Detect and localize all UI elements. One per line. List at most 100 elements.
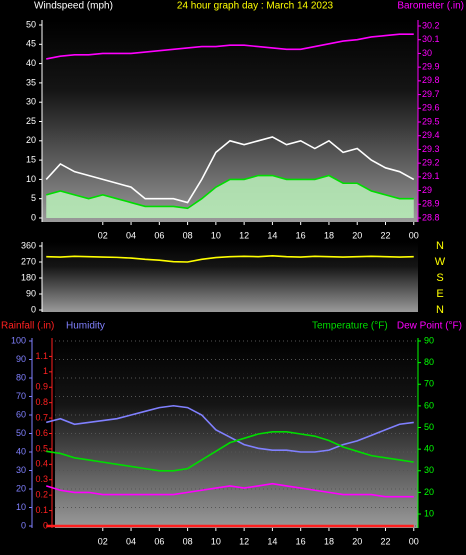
- y-tick-label: 180: [21, 272, 36, 282]
- x-tick-label: 04: [126, 536, 136, 546]
- x-tick-label: 10: [211, 536, 221, 546]
- y-tick-label: 80: [424, 357, 434, 367]
- y-tick-label: 10: [424, 508, 434, 518]
- x-tick-label: 02: [98, 230, 108, 240]
- legend-entry: Rainfall (.in): [1, 321, 54, 332]
- legend-entry: Dew Point (°F): [397, 321, 462, 332]
- y-tick-label: 60: [16, 409, 26, 419]
- y-tick-label: 29: [422, 185, 432, 195]
- y-tick-label: 0.6: [35, 428, 48, 438]
- y-tick-label: 0.7: [35, 412, 48, 422]
- y-tick-label: 0: [21, 520, 26, 530]
- y-tick-label: 90: [16, 354, 26, 364]
- y-tick-label: 0.1: [35, 505, 48, 515]
- x-tick-label: 14: [267, 536, 277, 546]
- x-tick-label: 16: [296, 536, 306, 546]
- y-tick-label: 29.5: [422, 116, 440, 126]
- y-tick-label: 5: [31, 193, 36, 203]
- compass-label: E: [436, 288, 443, 300]
- legend-entry: Temperature (°F): [312, 321, 388, 332]
- y-tick-label: 30: [424, 465, 434, 475]
- y-tick-label: 0.5: [35, 443, 48, 453]
- compass-label: N: [436, 240, 444, 252]
- y-tick-label: 15: [26, 154, 36, 164]
- y-tick-label: 10: [16, 502, 26, 512]
- x-tick-label: 16: [296, 230, 306, 240]
- y-axis-label: Windspeed (mph): [34, 1, 113, 12]
- y-tick-label: 0.9: [35, 382, 48, 392]
- y-tick-label: 20: [424, 487, 434, 497]
- y-tick-label: 29.4: [422, 130, 440, 140]
- y-tick-label: 10: [26, 174, 36, 184]
- series-line: [46, 431, 414, 472]
- x-tick-label: 18: [324, 230, 334, 240]
- x-tick-label: 08: [183, 536, 193, 546]
- y-tick-label: 0: [31, 304, 36, 314]
- y-tick-label: 50: [26, 19, 36, 29]
- y-tick-label: 100: [11, 335, 26, 345]
- y-tick-label: 29.7: [422, 89, 440, 99]
- series-line: [46, 174, 414, 210]
- x-tick-label: 06: [154, 536, 164, 546]
- y-tick-label: 30.1: [422, 34, 440, 44]
- y-tick-label: 40: [16, 446, 26, 456]
- y-tick-label: 90: [26, 288, 36, 298]
- y-tick-label: 20: [16, 483, 26, 493]
- y-tick-label: 30: [422, 48, 432, 58]
- y-tick-label: 28.8: [422, 212, 440, 222]
- x-tick-label: 18: [324, 536, 334, 546]
- y-tick-label: 80: [16, 372, 26, 382]
- series-line: [46, 404, 414, 453]
- x-tick-label: 22: [380, 536, 390, 546]
- x-tick-label: 12: [239, 536, 249, 546]
- series-line: [45, 136, 415, 204]
- y-tick-label: 40: [424, 444, 434, 454]
- y-tick-label: 0.4: [35, 459, 48, 469]
- y2-axis-label: Barometer (.in): [397, 1, 464, 12]
- y-tick-label: 70: [424, 379, 434, 389]
- y-tick-label: 25: [26, 116, 36, 126]
- x-tick-label: 20: [352, 536, 362, 546]
- y-tick-label: 35: [26, 77, 36, 87]
- x-tick-label: 12: [239, 230, 249, 240]
- y-tick-label: 0.8: [35, 397, 48, 407]
- x-tick-label: 14: [267, 230, 277, 240]
- y-tick-label: 360: [21, 240, 36, 250]
- y-tick-label: 40: [26, 58, 36, 68]
- x-tick-label: 04: [126, 230, 136, 240]
- y-tick-label: 29.8: [422, 75, 440, 85]
- x-tick-label: 08: [183, 230, 193, 240]
- y-tick-label: 0: [43, 520, 48, 530]
- legend-entry: Humidity: [66, 321, 105, 332]
- y-tick-label: 28.9: [422, 199, 440, 209]
- compass-label: N: [436, 304, 444, 316]
- plot-background: [42, 242, 418, 312]
- y-tick-label: 30: [26, 97, 36, 107]
- y-tick-label: 30.2: [422, 20, 440, 30]
- x-tick-label: 00: [409, 536, 419, 546]
- series-line: [46, 254, 414, 263]
- y-tick-label: 29.3: [422, 144, 440, 154]
- compass-label: S: [436, 272, 443, 284]
- y-tick-label: 29.9: [422, 62, 440, 72]
- x-tick-label: 06: [154, 230, 164, 240]
- y-tick-label: 29.1: [422, 171, 440, 181]
- x-tick-label: 00: [409, 230, 419, 240]
- y-tick-label: 0: [31, 212, 36, 222]
- y-tick-label: 70: [16, 391, 26, 401]
- y-tick-label: 0.2: [35, 490, 48, 500]
- compass-label: W: [435, 256, 446, 268]
- series-line: [46, 482, 414, 498]
- x-tick-label: 02: [98, 536, 108, 546]
- y-tick-label: 20: [26, 135, 36, 145]
- y-tick-label: 45: [26, 39, 36, 49]
- y-tick-label: 1.1: [35, 351, 48, 361]
- chart-title: 24 hour graph day : March 14 2023: [177, 1, 334, 12]
- x-tick-label: 22: [380, 230, 390, 240]
- y-tick-label: 1: [43, 366, 48, 376]
- y-tick-label: 0.3: [35, 474, 48, 484]
- y-tick-label: 60: [424, 400, 434, 410]
- y-tick-label: 50: [16, 428, 26, 438]
- y-tick-label: 29.6: [422, 103, 440, 113]
